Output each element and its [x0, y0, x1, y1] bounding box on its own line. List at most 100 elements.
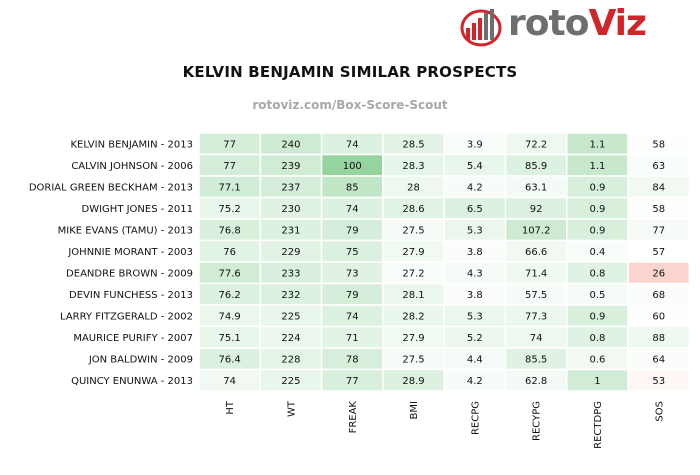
- chart-subtitle: rotoviz.com/Box-Score-Scout: [252, 98, 448, 112]
- cell-value: 27.2: [402, 268, 424, 279]
- cell-value: 76: [223, 247, 236, 258]
- chart-title: KELVIN BENJAMIN SIMILAR PROSPECTS: [182, 63, 518, 81]
- cell-value: 28.5: [402, 139, 424, 150]
- cell-value: 60: [652, 311, 665, 322]
- cell-value: 77.6: [219, 268, 241, 279]
- cell-value: 225: [281, 376, 300, 387]
- cell-value: 84: [652, 182, 665, 193]
- cell-value: 28.3: [402, 161, 424, 172]
- cell-value: 0.8: [589, 268, 605, 279]
- cell-value: 0.6: [589, 354, 605, 365]
- cell-value: 76.8: [219, 225, 241, 236]
- cell-value: 229: [281, 247, 300, 258]
- cell-value: 62.8: [525, 376, 547, 387]
- cell-value: 3.8: [467, 290, 483, 301]
- column-label: FREAK: [348, 401, 359, 434]
- cell-value: 77.3: [525, 311, 547, 322]
- cell-value: 237: [281, 182, 300, 193]
- cell-value: 57: [652, 247, 665, 258]
- row-label: MIKE EVANS (TAMU) - 2013: [58, 225, 193, 236]
- cell-value: 224: [281, 333, 300, 344]
- cell-value: 228: [281, 354, 300, 365]
- cell-value: 1.1: [589, 139, 605, 150]
- cell-value: 27.5: [402, 225, 424, 236]
- cell-value: 72.2: [525, 139, 547, 150]
- cell-value: 57.5: [525, 290, 547, 301]
- cell-value: 239: [281, 161, 300, 172]
- cell-value: 28.1: [402, 290, 424, 301]
- cell-value: 0.4: [589, 247, 605, 258]
- cell-value: 76.2: [219, 290, 241, 301]
- cell-value: 74: [346, 204, 359, 215]
- cell-value: 0.8: [589, 333, 605, 344]
- cell-value: 0.5: [589, 290, 605, 301]
- row-label: KELVIN BENJAMIN - 2013: [70, 139, 193, 150]
- cell-value: 26: [652, 268, 665, 279]
- cell-value: 5.2: [467, 333, 483, 344]
- cell-value: 73: [346, 268, 359, 279]
- row-label: MAURICE PURIFY - 2007: [73, 333, 193, 344]
- cell-value: 77: [652, 225, 665, 236]
- cell-value: 27.9: [402, 247, 424, 258]
- cell-value: 77: [223, 139, 236, 150]
- cell-value: 5.3: [467, 311, 483, 322]
- cell-value: 63.1: [525, 182, 547, 193]
- cell-value: 58: [652, 139, 665, 150]
- row-label: DEANDRE BROWN - 2009: [66, 268, 193, 279]
- cell-value: 66.6: [525, 247, 547, 258]
- cell-value: 240: [281, 139, 300, 150]
- cell-value: 107.2: [522, 225, 551, 236]
- row-label: CALVIN JOHNSON - 2006: [71, 161, 193, 172]
- column-label: HT: [225, 400, 236, 415]
- cell-value: 0.9: [589, 311, 605, 322]
- cell-value: 79: [346, 290, 359, 301]
- cell-value: 64: [652, 354, 665, 365]
- column-label: BMI: [409, 401, 420, 419]
- cell-value: 58: [652, 204, 665, 215]
- cell-value: 5.4: [467, 161, 483, 172]
- cell-value: 28: [407, 182, 420, 193]
- cell-value: 71.4: [525, 268, 547, 279]
- cell-value: 71: [346, 333, 359, 344]
- cell-value: 74: [223, 376, 236, 387]
- column-label: RECPG: [470, 401, 481, 435]
- cell-value: 27.5: [402, 354, 424, 365]
- cell-value: 1: [594, 376, 600, 387]
- cell-value: 92: [530, 204, 543, 215]
- cell-value: 1.1: [589, 161, 605, 172]
- column-label: SOS: [654, 401, 665, 422]
- cell-value: 28.6: [402, 204, 424, 215]
- row-label: DEVIN FUNCHESS - 2013: [69, 290, 193, 301]
- cell-value: 4.2: [467, 182, 483, 193]
- heatmap-cell: [627, 368, 691, 392]
- cell-value: 100: [343, 161, 362, 172]
- cell-value: 78: [346, 354, 359, 365]
- cell-value: 231: [281, 225, 300, 236]
- cell-value: 85: [346, 182, 359, 193]
- cell-value: 75.2: [219, 204, 241, 215]
- row-label: QUINCY ENUNWA - 2013: [71, 376, 193, 387]
- row-label: DWIGHT JONES - 2011: [82, 204, 193, 215]
- cell-value: 6.5: [467, 204, 483, 215]
- cell-value: 5.3: [467, 225, 483, 236]
- cell-value: 4.3: [467, 268, 483, 279]
- cell-value: 3.9: [467, 139, 483, 150]
- cell-value: 74.9: [219, 311, 241, 322]
- row-label: JOHNNIE MORANT - 2003: [67, 247, 193, 258]
- cell-value: 0.9: [589, 225, 605, 236]
- cell-value: 74: [530, 333, 543, 344]
- cell-value: 0.9: [589, 204, 605, 215]
- cell-value: 232: [281, 290, 300, 301]
- cell-value: 4.4: [467, 354, 483, 365]
- cell-value: 53: [652, 376, 665, 387]
- cell-value: 233: [281, 268, 300, 279]
- cell-value: 68: [652, 290, 665, 301]
- cell-value: 75: [346, 247, 359, 258]
- cell-value: 85.5: [525, 354, 547, 365]
- column-label: RECYPG: [532, 401, 543, 441]
- row-label: DORIAL GREEN BECKHAM - 2013: [29, 182, 193, 193]
- cell-value: 77: [223, 161, 236, 172]
- rotoviz-logo-text[interactable]: rotoViz: [508, 3, 647, 44]
- cell-value: 4.2: [467, 376, 483, 387]
- cell-value: 79: [346, 225, 359, 236]
